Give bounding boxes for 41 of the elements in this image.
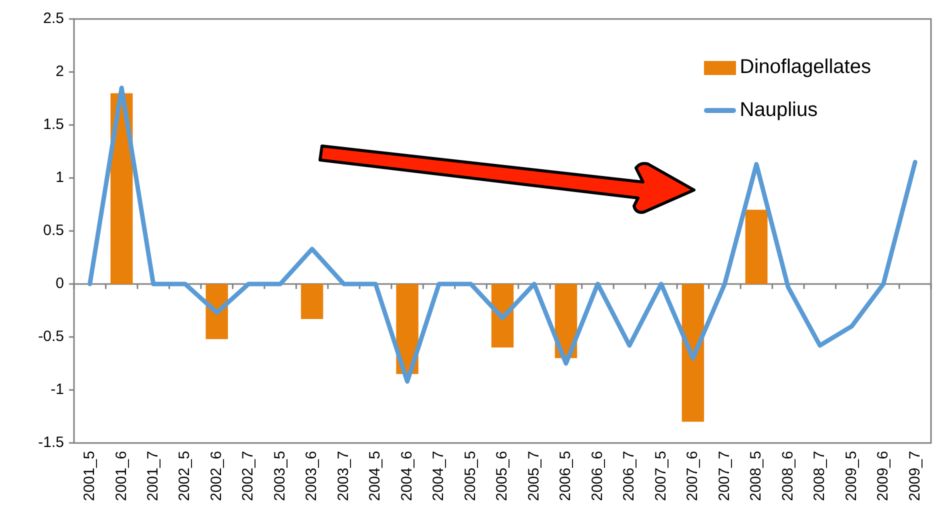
x-tick-label: 2009_7 — [906, 450, 924, 502]
x-tick-label: 2005_7 — [525, 450, 542, 502]
legend-label: Dinoflagellates — [740, 56, 871, 79]
x-tick-label: 2006_7 — [620, 450, 638, 502]
x-tick-label: 2002_5 — [176, 450, 194, 502]
y-tick-label: -0.5 — [38, 328, 64, 346]
legend-label: Nauplius — [740, 99, 818, 122]
x-tick-label: 2004_6 — [398, 450, 416, 502]
y-tick-label: -1.5 — [38, 434, 64, 452]
x-tick-label: 2007_5 — [652, 450, 670, 502]
x-tick-label: 2001_5 — [81, 450, 98, 502]
y-tick-label: 1 — [56, 169, 64, 186]
y-tick-label: 0.5 — [43, 222, 64, 240]
x-tick-label: 2004_7 — [430, 450, 448, 502]
x-tick-label: 2002_7 — [240, 450, 257, 502]
x-tick-label: 2001_6 — [112, 450, 130, 502]
y-tick-label: 2.5 — [43, 10, 64, 28]
bar — [682, 284, 704, 422]
x-tick-label: 2009_6 — [874, 450, 892, 502]
bar — [745, 210, 768, 284]
x-tick-label: 2007_6 — [684, 450, 702, 502]
x-tick-label: 2006_6 — [588, 450, 606, 502]
x-tick-label: 2003_5 — [271, 450, 288, 502]
x-tick-label: 2006_5 — [557, 450, 574, 502]
y-tick-label: 2 — [56, 63, 64, 80]
y-tick-label: 0 — [56, 275, 64, 292]
bar — [300, 284, 324, 319]
x-tick-label: 2009_5 — [842, 450, 860, 502]
x-tick-label: 2002_6 — [208, 450, 225, 502]
y-tick-label: 1.5 — [43, 116, 64, 134]
x-tick-label: 2004_5 — [366, 450, 384, 502]
x-tick-label: 2001_7 — [144, 450, 162, 502]
x-tick-label: 2008_7 — [811, 450, 828, 502]
y-tick-label: -1 — [50, 381, 64, 398]
x-tick-label: 2008_5 — [748, 450, 765, 502]
x-tick-label: 2007_7 — [716, 450, 733, 502]
x-tick-label: 2008_6 — [779, 450, 796, 502]
x-tick-label: 2003_7 — [334, 450, 352, 502]
x-tick-label: 2005_6 — [494, 450, 511, 502]
x-tick-label: 2005_5 — [462, 450, 479, 502]
x-tick-label: 2003_6 — [303, 450, 320, 502]
